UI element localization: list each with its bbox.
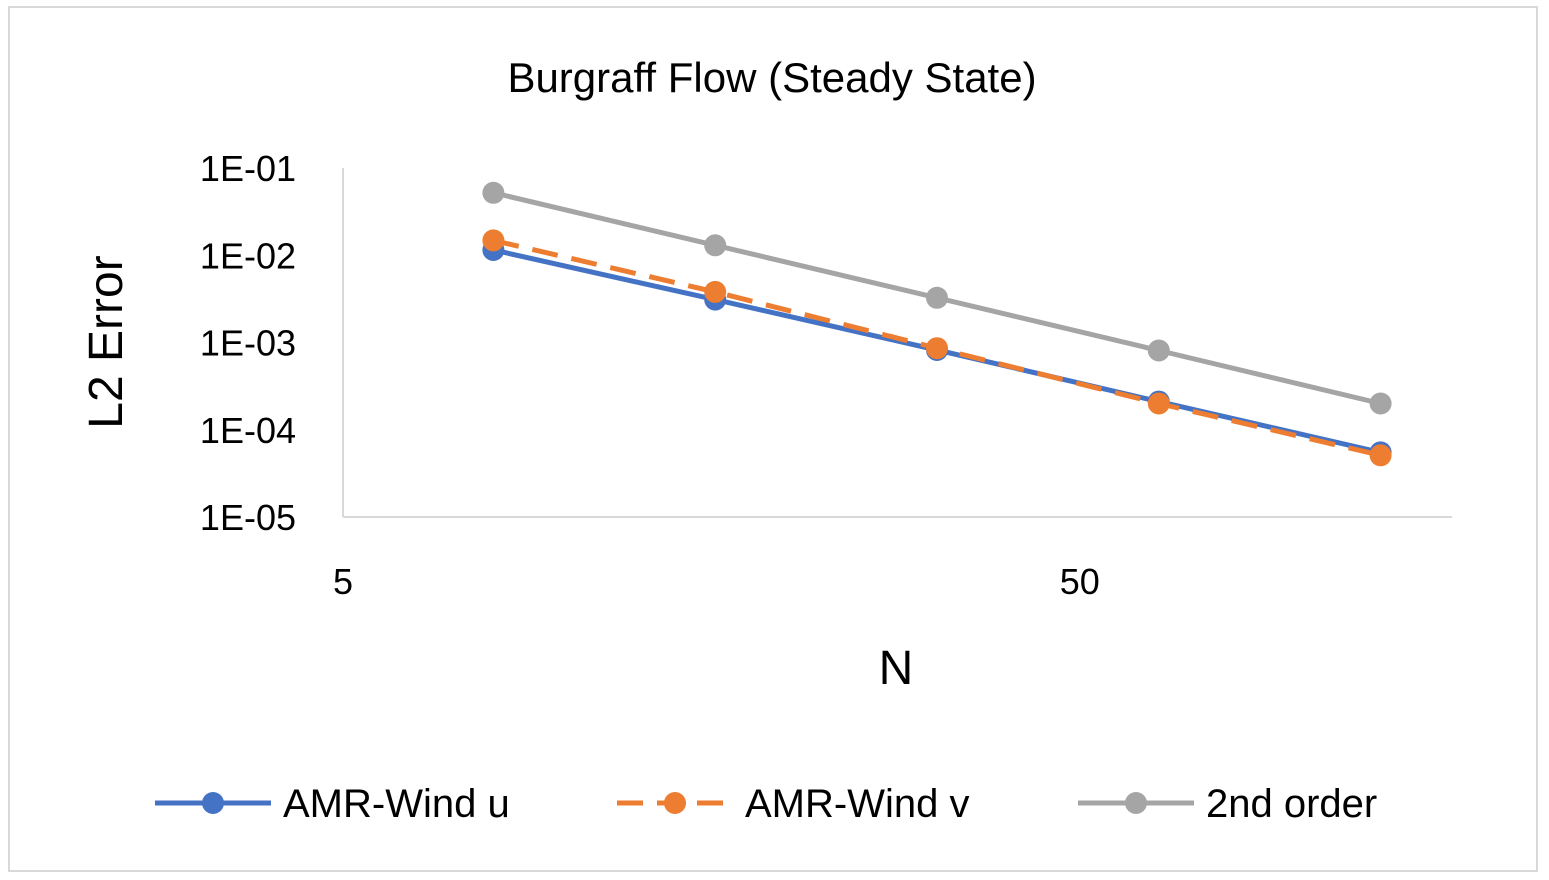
y-tick-labels: 1E-01 1E-02 1E-03 1E-04 1E-05 [200,148,296,538]
y-tick-label: 1E-02 [200,235,296,276]
y-tick-label: 1E-01 [200,148,296,189]
chart-title: Burgraff Flow (Steady State) [507,54,1036,101]
y-tick-label: 1E-04 [200,410,296,451]
x-tick-label: 5 [333,561,353,602]
data-point [1369,444,1392,467]
legend-item: AMR-Wind u [155,782,510,826]
x-tick-label: 50 [1060,561,1100,602]
y-axis-title: L2 Error [80,255,133,428]
chart-frame [8,6,1538,872]
legend-marker [664,792,686,814]
legend-label: AMR-Wind v [745,782,969,826]
x-axis-title: N [879,642,914,695]
y-tick-label: 1E-03 [200,323,296,364]
legend-marker [202,792,224,814]
legend-item: 2nd order [1078,782,1377,826]
data-point [704,280,727,303]
y-tick-label: 1E-05 [200,497,296,538]
axes [342,168,1452,518]
legend-label: 2nd order [1206,782,1377,826]
data-point [926,286,948,309]
plot-series [482,181,1392,467]
legend-item: AMR-Wind v [617,782,969,826]
data-point [1147,392,1170,415]
data-point [926,337,948,360]
series-amr-wind-v [482,229,1392,467]
data-point [1369,392,1392,415]
data-point [482,229,505,252]
data-point [1147,339,1170,362]
legend-label: AMR-Wind u [283,782,510,826]
series-2nd-order [482,181,1392,415]
data-point [482,181,505,204]
data-point [704,234,727,257]
legend-marker [1125,792,1147,814]
legend: AMR-Wind u AMR-Wind v 2nd order [155,782,1377,826]
x-tick-labels: 5 50 [333,561,1100,602]
